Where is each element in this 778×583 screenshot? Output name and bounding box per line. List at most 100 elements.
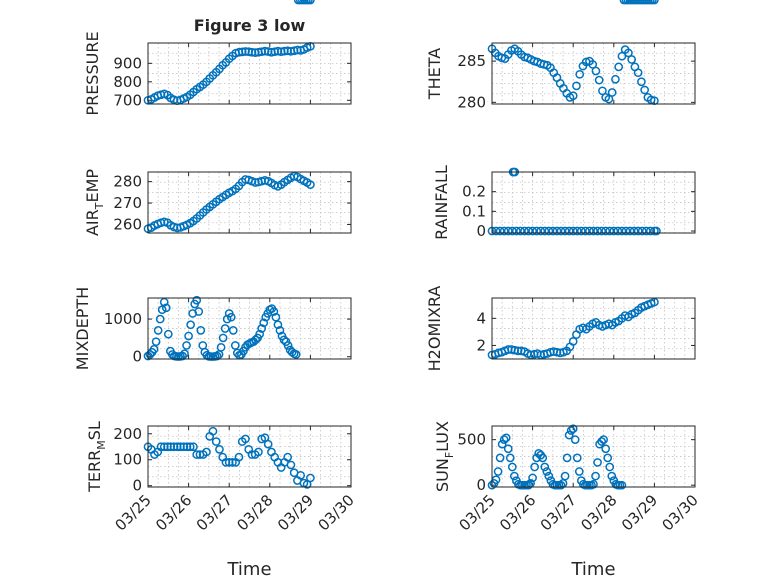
data-point [296,470,306,480]
data-point [650,0,659,5]
data-point [566,426,576,435]
data-point [182,341,191,350]
data-point [637,226,647,236]
y-tick-label: 280 [113,173,142,191]
x-tick-label: 03/26 [496,491,539,534]
data-point [576,226,586,236]
data-point [605,226,615,236]
axes-frame [147,425,352,488]
y-axis-label: MIXDEPTH [73,287,92,370]
data-point [585,226,594,236]
data-point [241,434,250,444]
y-tick-label: 2 [476,336,486,354]
panel-air_temp: 260 270 280 AIRTEMP [83,169,352,236]
x-tick-label: 03/25 [456,491,499,534]
data-point [574,467,584,476]
axes-frame [147,42,352,105]
data-point [607,88,617,97]
data-point [560,226,570,236]
data-point [540,462,550,472]
data-point [155,314,165,324]
data-point [593,458,602,467]
axes-frame [491,42,696,105]
data-point [495,226,505,236]
data-point [507,462,517,472]
y-tick-label: 200 [113,425,142,443]
data-point [271,312,281,322]
x-tick-label: 03/29 [274,491,317,534]
data-point [544,471,554,481]
panel-mixdepth: 0 1000 MIXDEPTH [73,0,352,370]
data-point [273,320,283,330]
data-point [220,324,230,333]
data-point [624,48,633,58]
y-tick-label: 500 [457,431,486,449]
data-point [581,226,590,236]
data-point [540,226,550,236]
data-point [497,439,507,449]
data-point [621,226,631,236]
y-tick-label: 100 [113,451,142,469]
data-point [184,331,193,341]
data-point [530,462,539,472]
data-point [556,480,566,490]
data-point [495,453,505,463]
data-point [196,326,206,335]
data-point [524,226,533,236]
data-point [212,351,222,361]
x-tick-label: 03/28 [577,491,620,534]
data-point [149,344,159,354]
data-point [520,226,529,236]
data-point [275,326,285,335]
data-point [542,467,552,476]
data-point [230,341,240,350]
x-tick-label: 03/28 [233,491,276,534]
y-tick-label: 260 [113,215,142,233]
axes-frame [147,297,352,360]
y-axis-label: PRESSURE [83,31,102,115]
axes-frame [491,171,696,234]
y-tick-label: 0.2 [462,183,486,201]
data-point [597,437,606,446]
data-point [637,77,646,87]
y-tick-label: 270 [113,194,142,212]
data-point [594,75,604,85]
data-point [499,226,509,236]
data-point [560,471,570,481]
x-tick-label: 03/30 [659,491,702,534]
y-axis-label: AIRTEMP [83,169,106,236]
data-point [215,445,224,454]
data-point [625,226,635,236]
data-point [548,226,558,236]
y-axis-label: H2OMIXRA [425,286,444,372]
data-point [178,351,187,361]
data-point [614,62,624,72]
data-point [589,479,598,489]
data-point [589,226,598,236]
data-point [601,226,611,236]
data-point [503,444,513,454]
axes-frame [147,171,352,234]
data-point [222,314,232,324]
data-point [269,307,279,316]
y-tick-label: 0 [132,477,142,495]
data-point [601,444,611,454]
data-point [153,326,163,335]
data-point [509,471,519,481]
data-point [259,318,269,328]
data-point [161,303,171,313]
data-point [254,447,263,457]
x-tick-label: 03/27 [537,491,580,534]
data-point [617,51,627,61]
x-axis-label: Time [570,559,615,580]
panel-theta: 280 285 THETA [425,42,696,111]
x-tick-label: 03/26 [152,491,195,534]
x-axis-label: Time [226,559,271,580]
y-axis-label: TERRMSL [85,421,108,493]
data-point [617,480,627,490]
data-point [536,226,546,236]
data-point [211,437,221,446]
y-axis-label: THETA [425,48,444,100]
data-point [157,305,167,315]
